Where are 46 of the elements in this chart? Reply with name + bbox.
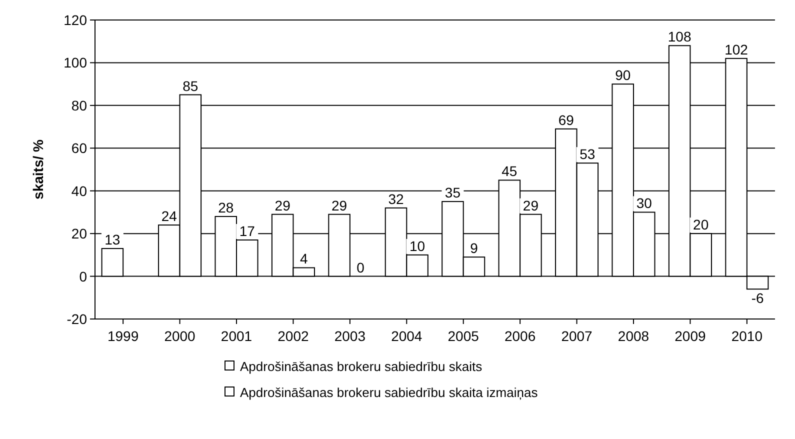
x-tick-label: 2002 [278, 328, 309, 344]
data-label: 35 [444, 184, 461, 201]
y-axis-title: skaits/ % [30, 138, 46, 200]
data-label: 29 [274, 197, 291, 214]
x-tick-label: 2010 [731, 328, 763, 344]
x-tick-label: 2004 [391, 328, 422, 344]
data-label: 30 [636, 195, 652, 212]
x-tick-label: 2009 [674, 328, 706, 344]
data-label: 9 [470, 240, 478, 256]
data-label: 24 [161, 208, 178, 224]
y-tick-label: 120 [64, 12, 88, 28]
x-tick-label: 2005 [448, 328, 480, 344]
data-label: 29 [332, 197, 348, 214]
data-label: 102 [724, 41, 748, 58]
x-tick-label: 2008 [618, 328, 650, 344]
y-tick-label: 40 [71, 182, 88, 199]
data-label: 17 [239, 222, 256, 239]
data-label: 32 [388, 190, 404, 207]
data-label: -6 [751, 290, 764, 306]
legend-label: Apdrošināšanas brokeru sabiedrību skaita izmaiņas [240, 385, 538, 400]
y-tick-label: 20 [71, 226, 88, 242]
data-label: 28 [218, 199, 234, 216]
data-label: 10 [409, 238, 426, 254]
y-tick-label: 100 [64, 54, 88, 71]
x-tick-label: 2001 [220, 328, 252, 344]
data-label: 53 [580, 146, 596, 162]
x-tick-label: 2007 [561, 328, 593, 344]
y-tick-label: 60 [71, 140, 88, 156]
data-label: 0 [356, 259, 365, 276]
legend-label: Apdrošināšanas brokeru sabiedrību skaits [240, 359, 483, 374]
data-label: 45 [502, 163, 518, 180]
x-tick-label: 2003 [334, 328, 366, 344]
y-tick-label: -20 [66, 311, 88, 327]
x-tick-label: 2006 [504, 328, 536, 344]
x-tick-label: 1999 [107, 328, 139, 344]
data-label: 108 [668, 28, 692, 45]
data-label: 90 [615, 67, 631, 84]
data-label: 20 [693, 216, 709, 233]
x-tick-label: 2000 [164, 328, 196, 344]
data-label: 29 [522, 197, 539, 214]
y-tick-label: 80 [71, 97, 88, 114]
data-label: 69 [558, 112, 574, 128]
y-tick-label: 0 [79, 268, 88, 284]
data-label: 85 [182, 78, 198, 94]
data-label: 13 [104, 232, 120, 248]
data-label: 4 [300, 250, 308, 267]
